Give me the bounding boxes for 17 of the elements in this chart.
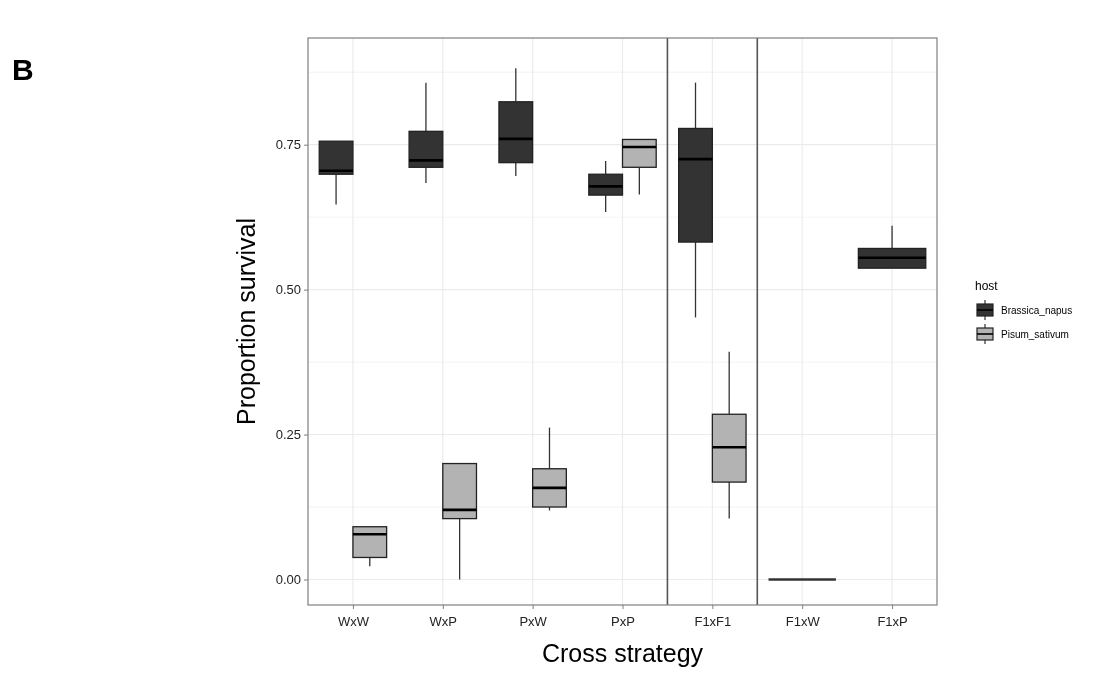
- y-tick-label: 0.75: [275, 137, 301, 153]
- y-tick-label: 0.50: [275, 282, 301, 298]
- y-axis-title: Proportion survival: [232, 217, 260, 426]
- legend-label: Brassica_napus: [1001, 305, 1073, 316]
- x-tick-label: PxP: [611, 614, 635, 630]
- x-tick-label: F1xW: [785, 614, 821, 630]
- x-axis-title: Cross strategy: [541, 639, 704, 667]
- legend-title: host: [975, 279, 999, 293]
- text: B: [12, 53, 34, 86]
- x-tick-label: WxW: [337, 614, 370, 630]
- x-tick-label: F1xF1: [694, 614, 732, 630]
- x-tick-label: F1xP: [877, 614, 908, 630]
- legend-label: Pisum_sativum: [1001, 329, 1069, 340]
- y-tick-label: 0.00: [275, 572, 301, 588]
- x-tick-label: WxP: [429, 614, 458, 630]
- y-tick-label: 0.25: [275, 427, 301, 443]
- x-tick-label: PxW: [519, 614, 548, 630]
